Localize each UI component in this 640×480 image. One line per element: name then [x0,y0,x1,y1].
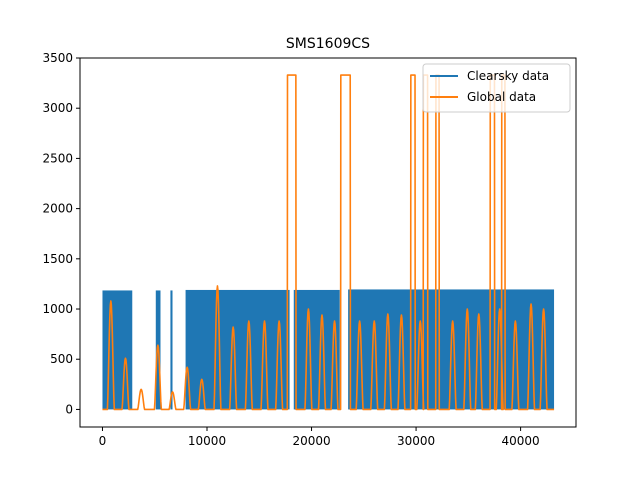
legend-label-global: Global data [467,90,536,104]
series-layer [102,74,555,411]
y-tick-label: 3000 [42,101,73,115]
plot-frame [79,57,577,428]
y-tick-label: 1500 [42,252,73,266]
chart-title: SMS1609CS [286,36,370,52]
series-clearsky [102,289,555,410]
y-tick-label: 500 [50,352,73,366]
x-tick-label: 10000 [188,434,226,448]
x-tick-label: 30000 [397,434,435,448]
y-tick-label: 2000 [42,202,73,216]
legend: Clearsky data Global data [422,63,571,113]
x-tick-label: 20000 [292,434,330,448]
series-global [102,74,555,411]
x-tick-label: 0 [99,434,107,448]
x-tick-label: 40000 [502,434,540,448]
x-axis: 0 10000 20000 30000 40000 [99,427,540,448]
global-data-line [102,74,555,411]
y-tick-label: 1000 [42,302,73,316]
y-tick-label: 2500 [42,151,73,165]
clearsky-data-block [170,290,173,410]
legend-box [422,63,571,113]
y-tick-label: 0 [65,402,73,416]
legend-label-clearsky: Clearsky data [467,69,549,83]
y-axis: 0 500 1000 1500 2000 2500 3000 3500 [42,51,80,416]
clearsky-data-block [185,289,290,410]
y-tick-label: 3500 [42,51,73,65]
